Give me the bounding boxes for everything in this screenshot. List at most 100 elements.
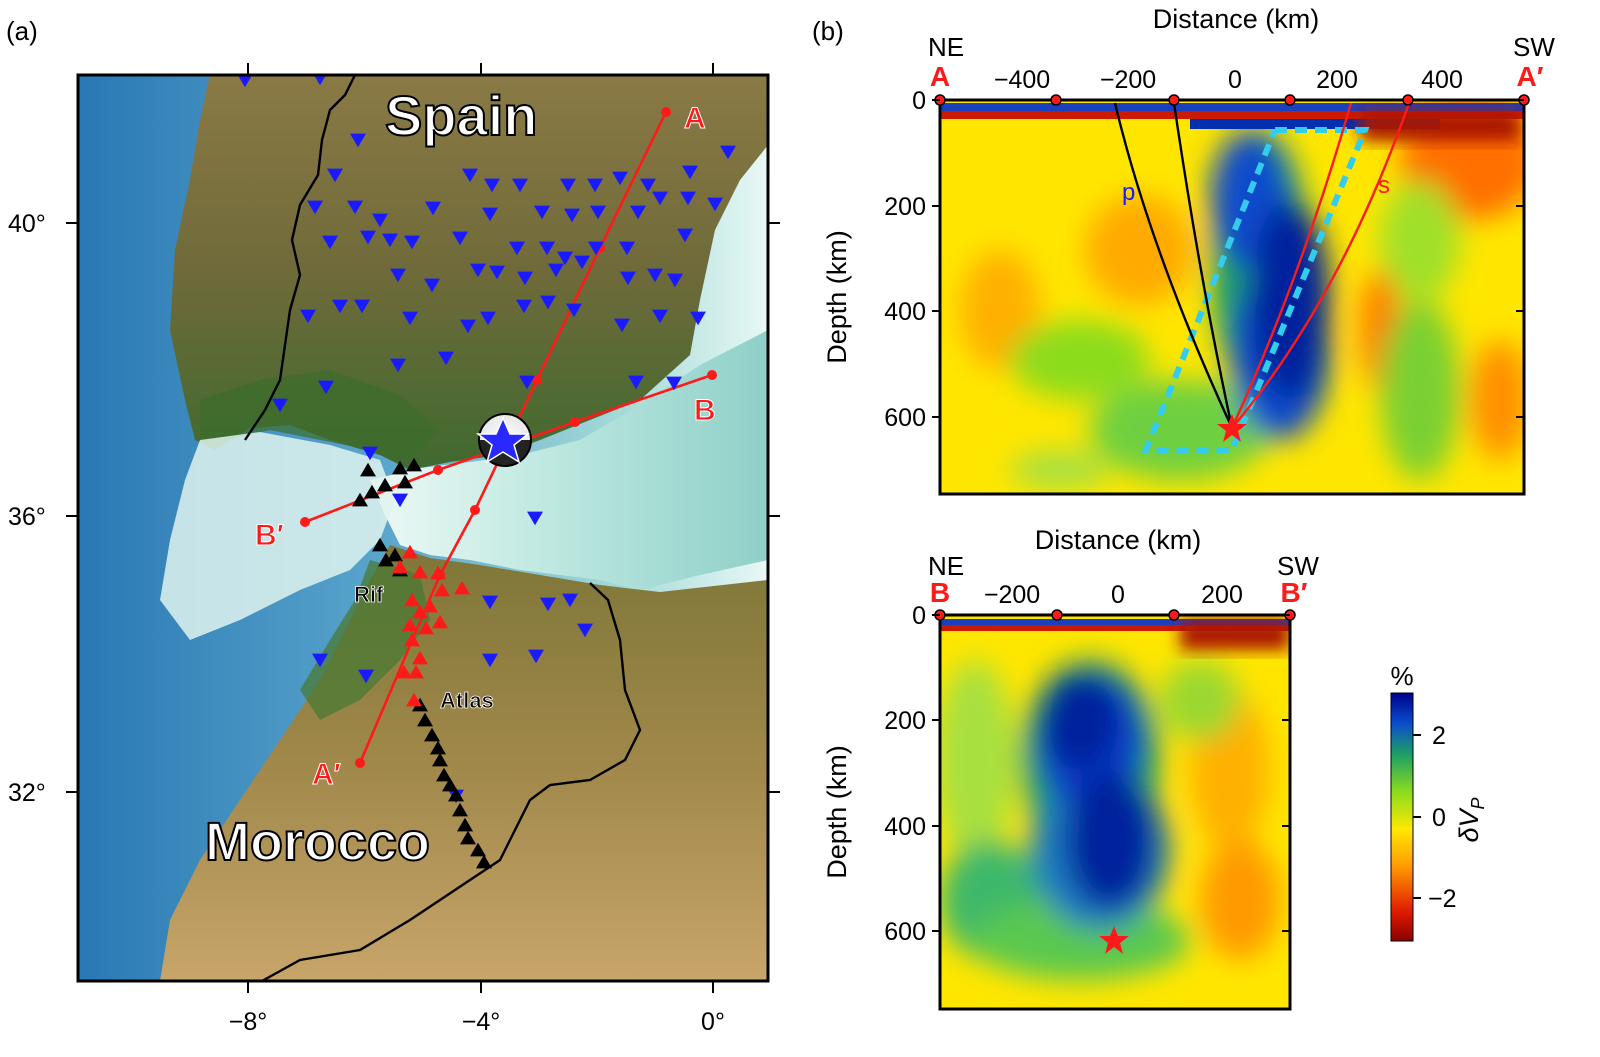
station-triangle — [666, 376, 682, 391]
station-triangle — [318, 380, 334, 395]
section-a-sw: SW — [1513, 32, 1555, 62]
profile-bb-nodes — [300, 370, 717, 527]
station-triangle — [557, 251, 573, 266]
station-triangle — [562, 593, 578, 608]
section_a-tick-label: 400 — [1421, 66, 1463, 94]
station-triangle — [470, 263, 486, 278]
volcanic-triangle — [460, 830, 476, 845]
colorbar-title-sub: P — [1468, 797, 1488, 809]
red-station-triangle — [432, 614, 448, 629]
station-triangle — [528, 649, 544, 664]
station-triangle — [652, 191, 668, 206]
volcanic-triangle — [442, 777, 458, 792]
section-a-label-a-prime: A′ — [1517, 61, 1544, 92]
red-station-triangle — [396, 664, 412, 679]
volcanic-triangle — [372, 537, 388, 552]
station-triangle — [425, 201, 441, 216]
section_b-depth-tick-label: 200 — [884, 707, 926, 735]
section-a-frame — [938, 98, 1526, 496]
border-morocco-algeria — [261, 582, 642, 981]
station-triangle — [707, 197, 723, 212]
colorbar-tick-m2: −2 — [1428, 885, 1457, 913]
station-triangle — [360, 230, 376, 245]
section-a-y-ticks: 0 200 400 600 — [884, 87, 1524, 432]
station-triangle — [484, 178, 500, 193]
red-station-triangle — [404, 632, 420, 647]
lon-tick-m4: −4° — [462, 1008, 501, 1036]
volcanic-triangle — [377, 477, 393, 492]
section-b-surface-nodes — [934, 609, 1296, 621]
feature-label-atlas: Atlas — [440, 688, 494, 713]
station-triangle — [489, 265, 505, 280]
section_a-tick-label: −400 — [994, 66, 1050, 94]
morocco-land — [160, 545, 768, 981]
iberia-lowland — [200, 370, 440, 460]
volcanic-triangle — [364, 484, 380, 499]
station-triangle — [390, 268, 406, 283]
station-triangle — [482, 653, 498, 668]
alboran-sea — [370, 330, 768, 590]
station-triangle — [517, 271, 533, 286]
section_b-tick-label: 0 — [1111, 581, 1125, 609]
morocco-lowland — [300, 560, 430, 720]
ray-label-s: s — [1378, 172, 1390, 199]
profile-label-a-prime: A′ — [312, 758, 341, 791]
station-triangle — [620, 271, 636, 286]
station-triangle — [614, 318, 630, 333]
colorbar: % 2 0 −2 δVP — [1390, 661, 1488, 942]
station-triangle — [300, 309, 316, 324]
red-station-triangle — [418, 620, 434, 635]
border-spain-portugal — [244, 75, 357, 441]
section-a-tomogram: p s — [940, 100, 1524, 494]
volcanic-triangle — [436, 767, 452, 782]
gibraltar-shelf — [160, 432, 395, 640]
panel-label-b: (b) — [812, 16, 844, 46]
station-triangle — [612, 171, 628, 186]
colorbar-tick-2: 2 — [1432, 722, 1446, 750]
section_b-tick-label: −200 — [984, 581, 1040, 609]
section_a-depth-tick-label: 0 — [912, 87, 926, 115]
red-station-triangle — [402, 617, 418, 632]
volcanic-triangle — [406, 457, 422, 472]
section_a-tick-label: 200 — [1316, 66, 1358, 94]
section_a-tick-label: −200 — [1100, 66, 1156, 94]
station-triangle — [574, 255, 590, 270]
red-station-triangle — [412, 650, 428, 665]
station-triangle — [314, 75, 326, 86]
lat-tick-36: 36° — [8, 503, 46, 531]
section_b-depth-tick-label: 400 — [884, 813, 926, 841]
ray-p-1 — [1113, 102, 1234, 429]
event-star-section-b — [1099, 926, 1129, 954]
station-triangle — [548, 263, 564, 278]
station-triangle — [392, 493, 408, 508]
section-a-label-a: A — [930, 61, 950, 92]
station-triangle — [590, 205, 606, 220]
section-b-y-ticks: 0 200 400 600 — [884, 602, 1290, 946]
section-a-x-ticks: −400 −200 0 200 400 — [994, 66, 1463, 494]
red-station-triangles — [392, 544, 470, 707]
station-triangle — [519, 375, 535, 390]
volcanic-triangle — [476, 854, 492, 869]
station-triangle — [362, 446, 378, 461]
section_a-depth-tick-label: 600 — [884, 404, 926, 432]
station-triangle — [237, 75, 253, 88]
station-triangle — [564, 208, 580, 223]
red-station-triangle — [392, 559, 408, 574]
station-triangle — [560, 178, 576, 193]
section-b-distance-title: Distance (km) — [1035, 525, 1202, 555]
section-a-depth-title: Depth (km) — [822, 230, 852, 364]
station-triangle — [667, 273, 683, 288]
colorbar-ramp — [1390, 692, 1414, 942]
section_b-tick-label: 200 — [1201, 581, 1243, 609]
station-triangle — [720, 145, 736, 160]
ray-s-2 — [1231, 102, 1411, 429]
station-triangle — [527, 511, 543, 526]
red-station-triangle — [434, 582, 450, 597]
red-station-triangle — [412, 604, 428, 619]
slab-outline — [1141, 127, 1370, 453]
station-triangle — [512, 178, 528, 193]
volcanic-triangle — [432, 752, 448, 767]
section-a-ne: NE — [928, 32, 964, 62]
event-marker — [475, 413, 532, 467]
